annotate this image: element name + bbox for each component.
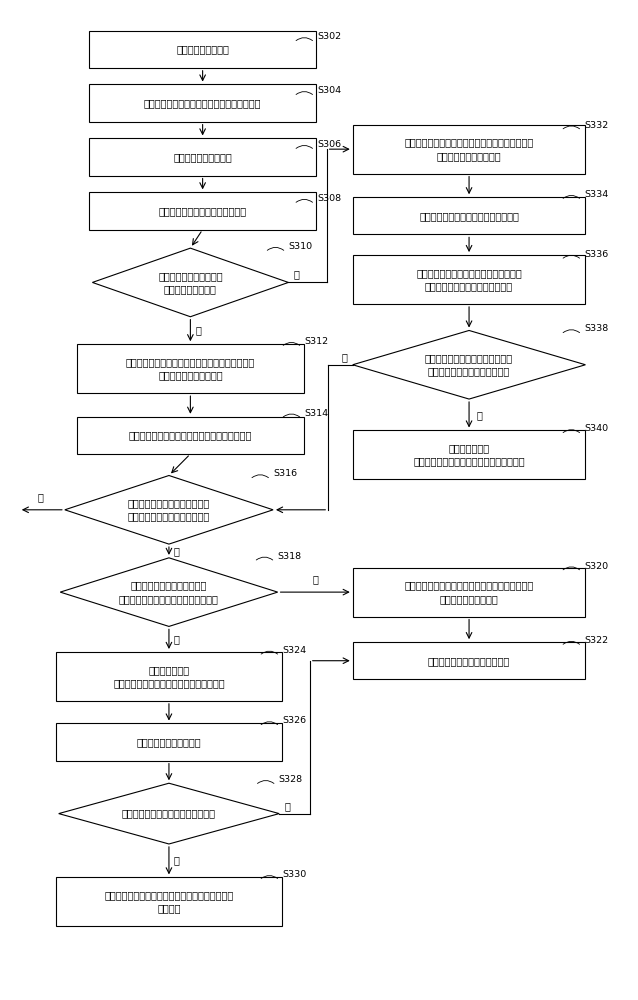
Text: S318: S318	[278, 552, 302, 561]
Text: 输出提示信息，
以提醒用户更改存放被放入食材的储物间室: 输出提示信息， 以提醒用户更改存放被放入食材的储物间室	[413, 443, 525, 467]
FancyBboxPatch shape	[89, 84, 316, 122]
Text: 驱动制冷系统按照目标温度工作: 驱动制冷系统按照目标温度工作	[428, 656, 510, 666]
Text: 输出提示信息，
以提醒用户更改存放被放入食材的储物间室: 输出提示信息， 以提醒用户更改存放被放入食材的储物间室	[113, 665, 225, 688]
Text: 否: 否	[477, 410, 482, 420]
Text: S340: S340	[584, 424, 608, 433]
FancyBboxPatch shape	[353, 197, 586, 234]
FancyBboxPatch shape	[89, 192, 316, 230]
Text: S334: S334	[584, 190, 609, 199]
Text: 获取被放入食材所在的储物间室的当前目标温度: 获取被放入食材所在的储物间室的当前目标温度	[129, 430, 252, 440]
FancyBboxPatch shape	[89, 138, 316, 176]
Text: 是: 是	[312, 574, 318, 584]
Text: 否: 否	[293, 270, 299, 280]
Polygon shape	[93, 248, 288, 317]
Text: S322: S322	[584, 636, 608, 645]
Text: 根据被放入食材的种类在预设的食材信息库中匹配
得出对应的最佳存储间室: 根据被放入食材的种类在预设的食材信息库中匹配 得出对应的最佳存储间室	[404, 138, 533, 161]
Text: 是: 是	[195, 325, 201, 335]
Text: S316: S316	[273, 469, 297, 478]
Text: 用户更改存放被放入食材的储物间室: 用户更改存放被放入食材的储物间室	[122, 809, 216, 819]
Text: S320: S320	[584, 562, 608, 571]
Text: 被放入食材的最佳存储温度低于
其所在储物间室的当前目标温度: 被放入食材的最佳存储温度低于 其所在储物间室的当前目标温度	[128, 498, 210, 521]
Text: 根据被放入食材的种类在预设的食材信息库中匹配
得出对应的最佳存储温度: 根据被放入食材的种类在预设的食材信息库中匹配 得出对应的最佳存储温度	[126, 357, 255, 380]
Text: 是: 是	[174, 856, 180, 866]
Text: S324: S324	[282, 646, 306, 655]
Text: S326: S326	[282, 716, 306, 725]
FancyBboxPatch shape	[353, 255, 586, 304]
Text: 确定被放入食材所在的储物间室的目标温度为当前
目标温度: 确定被放入食材所在的储物间室的目标温度为当前 目标温度	[105, 890, 234, 913]
Text: 否: 否	[38, 492, 43, 502]
Text: S332: S332	[584, 121, 609, 130]
Text: S304: S304	[317, 86, 341, 95]
Text: 是: 是	[174, 546, 180, 556]
FancyBboxPatch shape	[353, 430, 586, 479]
Text: S336: S336	[584, 250, 609, 259]
Text: S338: S338	[584, 324, 609, 333]
Text: S302: S302	[317, 32, 341, 41]
Text: S328: S328	[279, 775, 302, 784]
Text: 是: 是	[342, 352, 348, 362]
Text: 检测被放入食材的种类: 检测被放入食材的种类	[174, 152, 232, 162]
Text: 被放入食材的最佳存储间室的类型
和其所在的储物间室的类型相同: 被放入食材的最佳存储间室的类型 和其所在的储物间室的类型相同	[425, 353, 513, 376]
Text: 当前目标温度和被放入食材的
最佳存储温度的差值小于预设温差阈值: 当前目标温度和被放入食材的 最佳存储温度的差值小于预设温差阈值	[119, 581, 219, 604]
FancyBboxPatch shape	[56, 877, 282, 926]
Text: 根据开闭信号确定被放入食材所在的储物间室: 根据开闭信号确定被放入食材所在的储物间室	[144, 98, 262, 108]
Text: S314: S314	[304, 409, 329, 418]
Text: S330: S330	[282, 870, 306, 879]
Text: 获取门体的开闭信号: 获取门体的开闭信号	[176, 44, 229, 54]
Polygon shape	[60, 558, 278, 626]
FancyBboxPatch shape	[353, 642, 586, 679]
Text: 确定被放入食材所在的储物间室的目标温度为被放
入食材的最佳存储温度: 确定被放入食材所在的储物间室的目标温度为被放 入食材的最佳存储温度	[404, 581, 533, 604]
Text: 比较被放入食材的最佳存储间室的类型和
被放入食材所在的储物间室的类型: 比较被放入食材的最佳存储间室的类型和 被放入食材所在的储物间室的类型	[416, 268, 522, 291]
Text: 获取用户的更改选择操作: 获取用户的更改选择操作	[137, 737, 201, 747]
FancyBboxPatch shape	[353, 125, 586, 174]
Polygon shape	[65, 476, 273, 544]
Text: 获取被放入食材的优先级分配模式: 获取被放入食材的优先级分配模式	[159, 206, 247, 216]
Text: 被放入食材的优先级分配
模式为食材优先模式: 被放入食材的优先级分配 模式为食材优先模式	[158, 271, 223, 294]
Polygon shape	[59, 783, 279, 844]
Text: S306: S306	[317, 140, 341, 149]
Polygon shape	[353, 330, 586, 399]
FancyBboxPatch shape	[56, 723, 282, 761]
FancyBboxPatch shape	[56, 652, 282, 701]
Text: 否: 否	[174, 634, 180, 644]
Text: S312: S312	[304, 337, 329, 346]
Text: S308: S308	[317, 194, 341, 203]
FancyBboxPatch shape	[77, 417, 304, 454]
Text: 获取被放入食材所在的储物间室的类型: 获取被放入食材所在的储物间室的类型	[419, 211, 519, 221]
FancyBboxPatch shape	[77, 344, 304, 393]
Text: S310: S310	[288, 242, 313, 251]
Text: 否: 否	[284, 801, 290, 811]
FancyBboxPatch shape	[353, 568, 586, 617]
FancyBboxPatch shape	[89, 31, 316, 68]
